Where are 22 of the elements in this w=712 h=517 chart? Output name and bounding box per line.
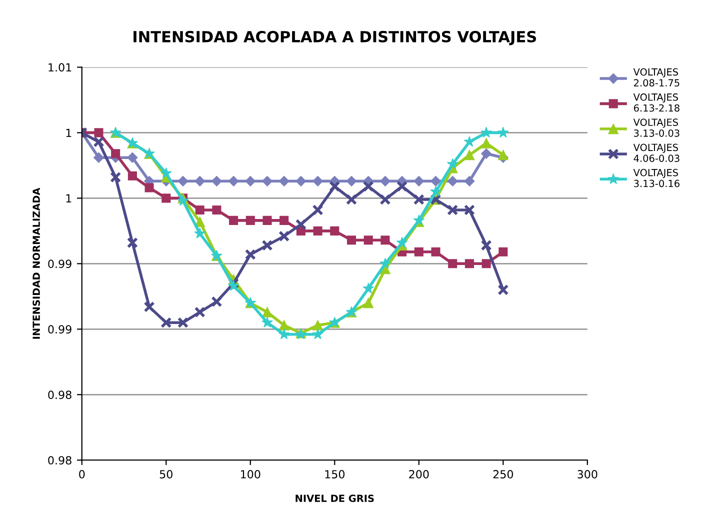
x-tick-label: 200 bbox=[409, 470, 429, 478]
x-tick-label: 300 bbox=[578, 470, 598, 478]
legend-label: VOLTAJES 3.13-0.16 bbox=[633, 168, 680, 188]
legend-label: VOLTAJES 4.06-0.03 bbox=[633, 144, 680, 162]
legend-label: VOLTAJES 6.13-2.18 bbox=[633, 93, 680, 112]
y-tick-label: 0.98 bbox=[48, 456, 72, 465]
x-tick-label: 0 bbox=[79, 470, 85, 478]
x-tick-label: 150 bbox=[325, 470, 345, 478]
legend-label: VOLTAJES 2.08-1.75 bbox=[633, 68, 680, 87]
x-tick-label: 250 bbox=[493, 470, 514, 478]
legend-label: VOLTAJES 3.13-0.03 bbox=[633, 118, 680, 137]
y-tick-label: 1 bbox=[66, 194, 72, 202]
x-axis-title: NIVEL DE GRIS bbox=[296, 494, 374, 502]
y-tick-label: 0.98 bbox=[48, 390, 72, 400]
y-tick-label: 0.99 bbox=[48, 260, 72, 268]
y-tick-label: 0.99 bbox=[48, 325, 72, 334]
y-tick-label: 1 bbox=[66, 128, 72, 137]
y-tick-label: 1.01 bbox=[48, 63, 72, 72]
x-tick-label: 100 bbox=[241, 470, 260, 478]
x-tick-label: 50 bbox=[160, 470, 172, 478]
chart-title: INTENSIDAD ACOPLADA A DISTINTOS VOLTAJES bbox=[134, 30, 536, 46]
y-axis-title: INTENSIDAD NORMALIZADA bbox=[32, 188, 40, 339]
